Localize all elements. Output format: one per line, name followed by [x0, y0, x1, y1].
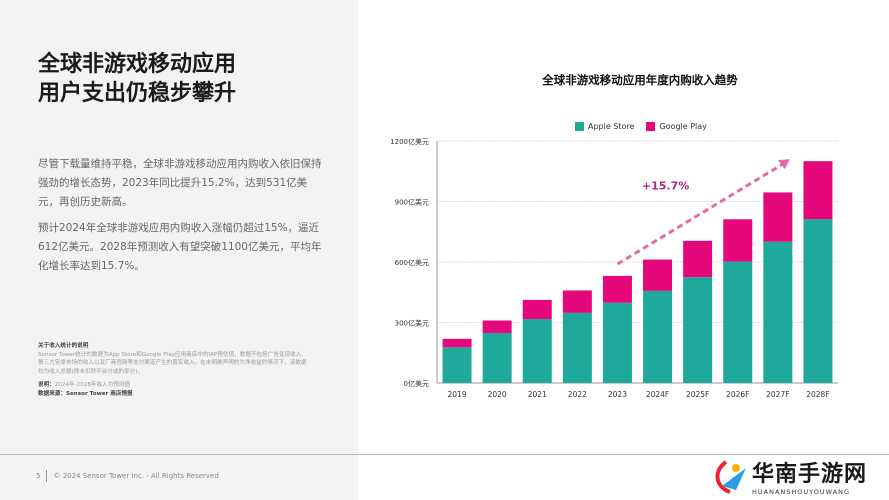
notes: 关于收入统计的说明 Sensor Tower统计的数据为App Store和Go…	[38, 342, 308, 398]
x-tick-label: 2027F	[766, 390, 789, 399]
x-tick-label: 2022	[568, 390, 587, 399]
bar-google-play	[602, 275, 632, 303]
legend-label: Apple Store	[588, 122, 635, 131]
legend-swatch	[575, 122, 584, 131]
logo-subtext: HUANANSHOUYOUWANG	[752, 488, 851, 496]
copyright: © 2024 Sensor Tower Inc. - All Rights Re…	[53, 472, 219, 480]
legend-label: Google Play	[659, 122, 707, 131]
bar-google-play	[803, 161, 833, 220]
notes-title: 关于收入统计的说明	[38, 343, 89, 349]
chart-title: 全球非游戏移动应用年度内购收入趋势	[542, 73, 738, 87]
watermark-logo: 华南手游网 HUANANSHOUYOUWANG	[712, 456, 867, 496]
bar-google-play	[723, 219, 753, 262]
x-tick-label: 2019	[448, 390, 467, 399]
title-line: 全球非游戏移动应用	[38, 52, 237, 77]
growth-annotation: +15.7%	[642, 179, 689, 192]
source-label: 数据来源：	[38, 390, 66, 397]
bar-apple-store	[763, 241, 793, 383]
bar-google-play	[643, 259, 673, 291]
source-text: Sensor Tower 商店情报	[65, 390, 133, 397]
legend-google: Google Play	[646, 122, 707, 131]
x-tick-label: 2026F	[726, 390, 749, 399]
y-tick-label: 1200亿美元	[390, 137, 429, 146]
x-tick-label: 2025F	[686, 390, 709, 399]
bar-apple-store	[723, 261, 753, 383]
page-number: 5	[36, 472, 41, 480]
legend-swatch	[646, 122, 656, 131]
bar-apple-store	[522, 319, 552, 383]
bar-apple-store	[562, 312, 592, 383]
bar-google-play	[562, 290, 592, 313]
page-title: 全球非游戏移动应用 用户支出仍稳步攀升	[38, 50, 338, 108]
trend-arrow	[616, 160, 787, 266]
y-tick-label: 0亿美元	[404, 379, 429, 388]
legend: Apple Store Google Play	[575, 122, 707, 131]
footer-divider	[0, 454, 889, 455]
bar-apple-store	[643, 290, 673, 383]
bar-chart: 0亿美元 300亿美元 600亿美元 900亿美元 1200亿美元 2019 2020 202…	[390, 137, 838, 399]
bar-apple-store	[803, 219, 833, 383]
footer: 5 © 2024 Sensor Tower Inc. - All Rights R…	[36, 470, 219, 482]
x-tick-label: 2028F	[806, 390, 829, 399]
forecast-paragraph: 预计2024年全球非游戏应用内购收入涨幅仍超过15%，逼近612亿美元。2028…	[38, 222, 322, 272]
logo-text: 华南手游网	[752, 462, 868, 487]
title-line: 用户支出仍稳步攀升	[38, 81, 237, 106]
x-tick-label: 2024F	[646, 390, 669, 399]
bar-google-play	[442, 338, 472, 348]
bar-apple-store	[602, 302, 632, 383]
summary-paragraph: 尽管下载量维持平稳，全球非游戏移动应用内购收入依旧保持强劲的增长态势，2023年…	[38, 158, 322, 208]
logo-icon	[715, 460, 746, 494]
bar-apple-store	[442, 347, 472, 383]
bar-google-play	[763, 192, 793, 242]
bar-apple-store	[482, 332, 512, 383]
bar-google-play	[522, 299, 552, 320]
y-tick-label: 900亿美元	[395, 198, 429, 207]
arrow-head	[777, 159, 790, 170]
note-label: 说明：	[38, 382, 55, 388]
x-tick-label: 2021	[528, 390, 547, 399]
note-text: 2024年-2028年收入为预测值	[54, 382, 131, 388]
y-tick-label: 600亿美元	[395, 258, 429, 267]
x-tick-label: 2023	[608, 390, 627, 399]
bar-google-play	[482, 320, 512, 333]
x-tick-label: 2020	[488, 390, 507, 399]
notes-body: Sensor Tower统计的数据为App Store和Google Play应…	[38, 351, 307, 375]
bar-google-play	[683, 240, 713, 278]
y-tick-label: 300亿美元	[395, 319, 429, 328]
legend-apple: Apple Store	[575, 122, 634, 131]
left-panel	[0, 0, 358, 500]
bar-apple-store	[683, 277, 713, 383]
